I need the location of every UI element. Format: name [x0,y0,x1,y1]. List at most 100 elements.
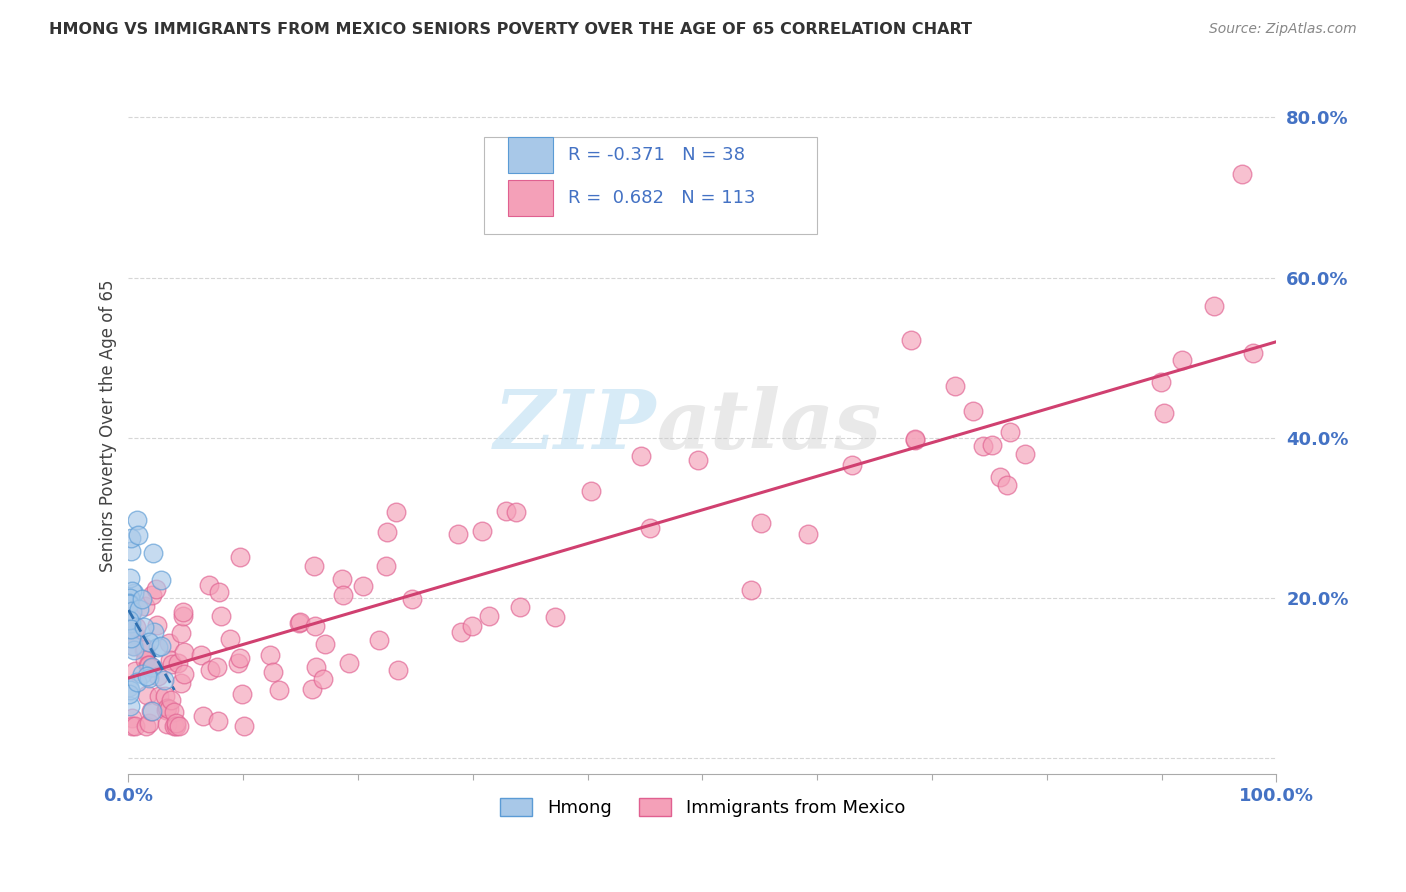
Point [155,701,177,715]
Point [740,582,762,597]
Point [495,503,517,517]
Point [163,719,186,733]
Point [988,470,1011,484]
Point [122,643,145,657]
Point [150,639,173,653]
Point [943,378,966,392]
Point [148,640,170,654]
FancyBboxPatch shape [484,136,817,235]
Point [121,605,143,619]
Point [163,705,186,719]
Point [401,592,423,607]
Point [1202,299,1225,313]
Point [972,439,994,453]
Point [190,648,212,662]
Point [1230,167,1253,181]
Point [638,521,661,535]
Point [387,663,409,677]
Point [191,709,214,723]
Point [156,717,179,731]
Point [686,453,709,467]
Point [138,715,160,730]
Point [447,527,470,541]
Point [581,483,603,498]
Point [125,620,148,634]
Point [141,659,163,673]
Point [167,719,190,733]
Point [159,652,181,666]
Point [172,608,194,623]
Point [120,683,142,698]
Point [121,719,143,733]
Point [576,167,599,181]
Point [149,573,172,587]
Point [136,657,159,672]
Point [375,524,398,539]
Point [121,711,143,725]
Point [132,620,155,634]
Point [471,524,494,538]
Point [121,604,143,618]
Point [118,622,141,636]
Point [120,698,142,713]
Point [384,505,406,519]
Point [118,591,141,605]
Point [135,688,157,702]
Point [226,656,249,670]
Point [305,659,328,673]
Point [509,599,531,614]
Point [153,689,176,703]
Text: R =  0.682   N = 113: R = 0.682 N = 113 [568,189,755,207]
Point [267,682,290,697]
Point [131,592,153,607]
Point [229,651,252,665]
Point [138,657,160,672]
Point [461,619,484,633]
Point [1241,346,1264,360]
Point [122,627,145,641]
Point [172,605,194,619]
Point [197,577,219,591]
Y-axis label: Seniors Poverty Over the Age of 65: Seniors Poverty Over the Age of 65 [100,279,117,572]
Point [797,526,820,541]
Point [231,687,253,701]
Point [160,657,183,671]
FancyBboxPatch shape [509,179,553,216]
Point [205,659,228,673]
Text: ZIP: ZIP [494,385,657,466]
Text: R = -0.371   N = 38: R = -0.371 N = 38 [568,146,745,164]
Point [122,639,145,653]
Point [209,608,232,623]
FancyBboxPatch shape [509,137,553,173]
Point [262,665,284,679]
Point [118,570,141,584]
Point [118,596,141,610]
Point [145,618,167,632]
Point [142,546,165,560]
Point [131,667,153,681]
Point [367,632,389,647]
Point [121,584,143,599]
Point [146,668,169,682]
Point [962,404,984,418]
Point [132,643,155,657]
Point [134,642,156,657]
Point [127,528,149,542]
Point [332,588,354,602]
Point [543,609,565,624]
Point [135,718,157,732]
Point [125,674,148,689]
Point [995,478,1018,492]
Point [904,434,927,448]
Point [165,716,187,731]
Point [157,636,180,650]
Point [352,579,374,593]
Point [167,656,190,670]
Point [1170,353,1192,368]
Point [145,582,167,596]
Point [141,588,163,602]
Point [170,625,193,640]
Point [165,719,187,733]
Point [120,622,142,636]
Point [337,656,360,670]
